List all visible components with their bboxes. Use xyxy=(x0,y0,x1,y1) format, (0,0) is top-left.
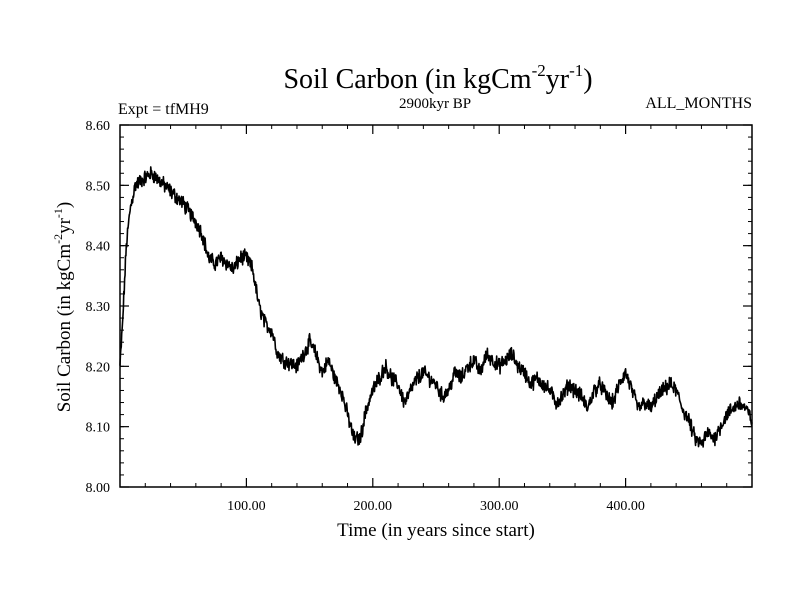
y-tick-label: 8.50 xyxy=(86,179,111,194)
chart-title-main: Soil Carbon (in kgCm xyxy=(283,64,531,95)
y-tick-label: 8.10 xyxy=(86,421,111,436)
chart-title-sup2: -1 xyxy=(569,61,583,80)
x-tick-label: 100.00 xyxy=(227,499,266,514)
y-axis-label-sup2: -1 xyxy=(51,208,65,218)
x-axis-label: Time (in years since start) xyxy=(337,520,535,541)
y-tick-label: 8.20 xyxy=(86,360,111,375)
y-tick-label: 8.60 xyxy=(86,119,111,134)
y-axis-label-main: Soil Carbon (in kgCm xyxy=(54,244,75,413)
plot-frame xyxy=(119,124,753,488)
x-tick-label: 400.00 xyxy=(606,499,645,514)
chart-title-mid: yr xyxy=(546,64,570,95)
y-axis-label-mid: yr xyxy=(54,217,75,234)
ticks-layer: 8.00 8.10 8.20 8.30 8.40 8.50 8.60 100.00 200.00… xyxy=(86,119,752,514)
expt-label: Expt = tfMH9 xyxy=(118,101,209,118)
months-label: ALL_MONTHS xyxy=(645,95,752,112)
y-axis-label-sup1: -2 xyxy=(51,234,65,244)
y-tick-label: 8.40 xyxy=(86,240,111,255)
series-layer xyxy=(119,166,753,448)
y-axis-label-end: ) xyxy=(54,202,75,208)
y-tick-label: 8.00 xyxy=(86,481,111,496)
x-tick-label: 200.00 xyxy=(354,499,393,514)
chart-title: Soil Carbon (in kgCm-2yr-1) xyxy=(283,61,592,95)
x-tick-label: 300.00 xyxy=(480,499,519,514)
chart-title-sup1: -2 xyxy=(532,61,546,80)
series-line-soil-carbon xyxy=(119,166,753,448)
y-tick-label: 8.30 xyxy=(86,300,111,315)
chart-subtitle: 2900kyr BP xyxy=(399,96,471,112)
chart-title-end: ) xyxy=(583,64,592,95)
y-axis-label: Soil Carbon (in kgCm-2yr-1) xyxy=(51,202,75,413)
